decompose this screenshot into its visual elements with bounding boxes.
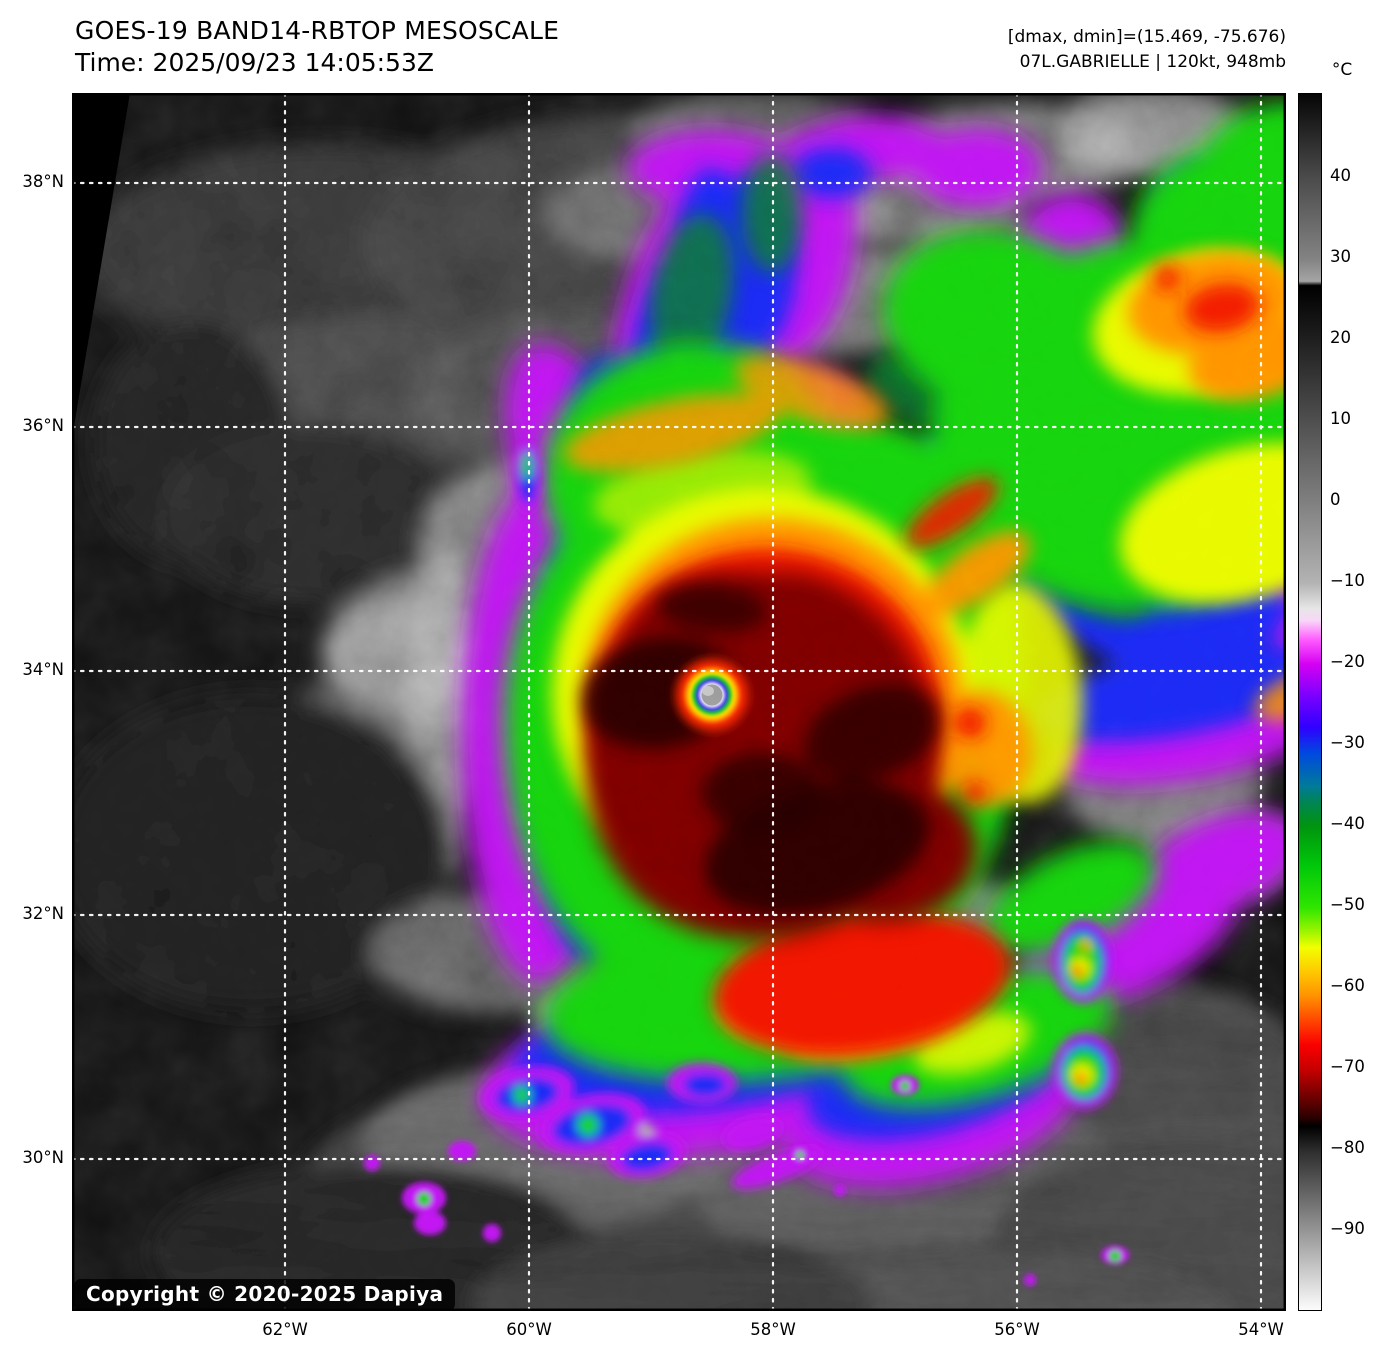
grain-overlay bbox=[72, 93, 1286, 1311]
lat-tick-label: 32°N bbox=[22, 904, 64, 923]
colorbar-tick: 40 bbox=[1330, 166, 1351, 185]
colorbar-tick: −30 bbox=[1330, 733, 1365, 752]
storm-intensity-readout: 07L.GABRIELLE | 120kt, 948mb bbox=[1019, 52, 1286, 72]
page-title: GOES-19 BAND14-RBTOP MESOSCALE bbox=[75, 16, 560, 45]
map-frame bbox=[72, 93, 1286, 1311]
lon-tick-label: 54°W bbox=[1238, 1320, 1284, 1339]
colorbar-tick: −40 bbox=[1330, 814, 1365, 833]
lon-tick-label: 56°W bbox=[994, 1320, 1040, 1339]
lat-tick-label: 34°N bbox=[22, 660, 64, 679]
colorbar-tick: 10 bbox=[1330, 409, 1351, 428]
lat-tick-label: 30°N bbox=[22, 1148, 64, 1167]
colorbar-tick: 30 bbox=[1330, 247, 1351, 266]
lat-tick-label: 38°N bbox=[22, 172, 64, 191]
colorbar bbox=[1298, 93, 1322, 1311]
lon-tick-label: 62°W bbox=[262, 1320, 308, 1339]
colorbar-tick: −90 bbox=[1330, 1219, 1365, 1238]
colorbar-tick: 20 bbox=[1330, 328, 1351, 347]
colorbar-tick: −50 bbox=[1330, 895, 1365, 914]
readout-block: [dmax, dmin]=(15.469, -75.676) 07L.GABRI… bbox=[700, 25, 1286, 75]
colorbar-tick: −80 bbox=[1330, 1138, 1365, 1157]
lon-tick-label: 58°W bbox=[750, 1320, 796, 1339]
lon-tick-label: 60°W bbox=[506, 1320, 552, 1339]
satellite-map-canvas bbox=[72, 93, 1286, 1311]
dmax-dmin-readout: [dmax, dmin]=(15.469, -75.676) bbox=[1007, 27, 1286, 47]
copyright-badge: Copyright © 2020-2025 Dapiya bbox=[74, 1279, 456, 1311]
colorbar-tick: −70 bbox=[1330, 1057, 1365, 1076]
colorbar-unit-label: °C bbox=[1331, 60, 1353, 80]
colorbar-tick: 0 bbox=[1330, 490, 1341, 509]
colorbar-tick: −20 bbox=[1330, 652, 1365, 671]
lat-tick-label: 36°N bbox=[22, 416, 64, 435]
colorbar-tick: −10 bbox=[1330, 571, 1365, 590]
colorbar-tick: −60 bbox=[1330, 976, 1365, 995]
hurricane-ir-image bbox=[72, 93, 1286, 1311]
timestamp-label: Time: 2025/09/23 14:05:53Z bbox=[75, 48, 434, 77]
